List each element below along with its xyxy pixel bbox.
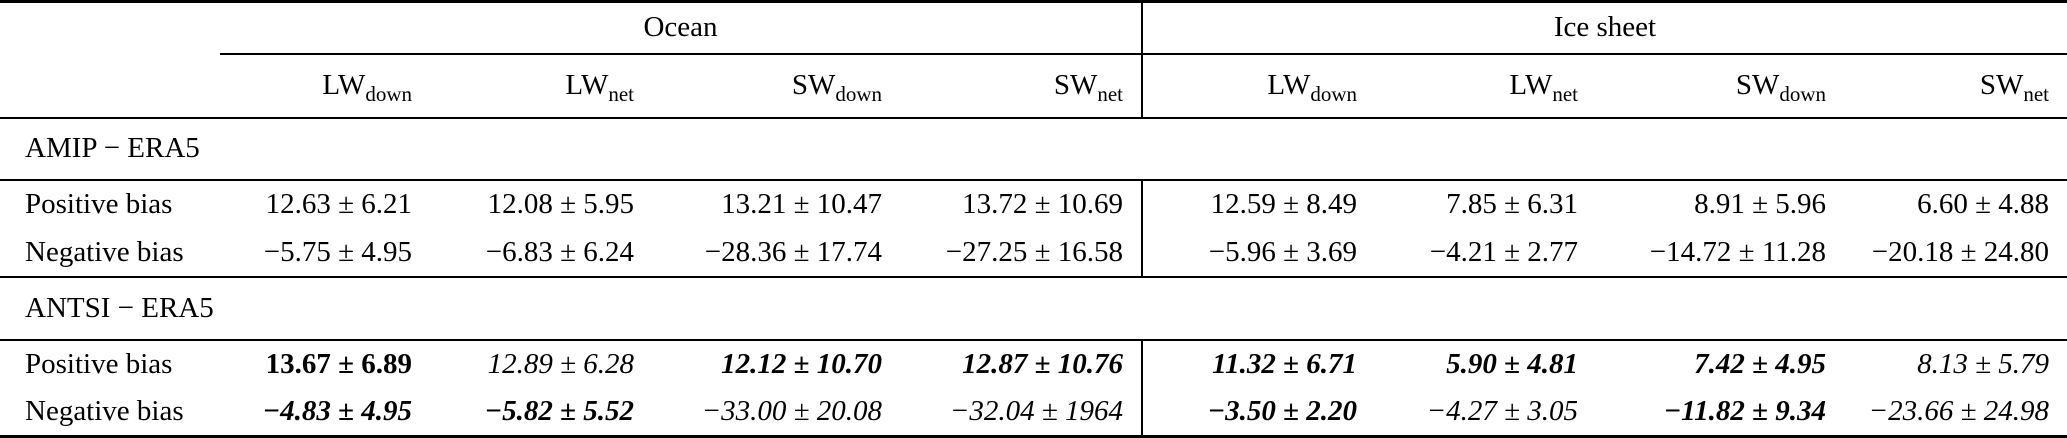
flux-subscript: down [835,81,882,106]
table-row-antsi-positive: Positive bias 13.67 ± 6.89 12.89 ± 6.28 … [0,339,2067,389]
row-label-header [0,53,220,119]
flux-base: LW [1267,68,1311,101]
data-cell: 7.42 ± 4.95 [1694,347,1826,380]
data-cell: 6.60 ± 4.88 [1917,188,2049,221]
column-header-ice-sw-net: SWnet [1844,53,2067,119]
data-cell: −32.04 ± 1964 [949,394,1123,427]
data-cell: −4.83 ± 4.95 [262,394,413,427]
section-header-amip: AMIP − ERA5 [0,117,2067,182]
column-header-ice-lw-net: LWnet [1375,53,1596,119]
flux-subscript: down [1779,81,1826,106]
data-cell: 5.90 ± 4.81 [1446,347,1578,380]
flux-subscript: net [2023,81,2049,106]
group-header-ocean: Ocean [220,1,1142,55]
column-header-ocean-sw-net: SWnet [900,53,1142,119]
flux-subscript: net [1097,81,1123,106]
flux-base: LW [1509,68,1553,101]
flux-base: LW [322,68,366,101]
data-cell: −20.18 ± 24.80 [1844,228,2067,278]
column-header-ocean-lw-net: LWnet [430,53,652,119]
data-cell: −28.36 ± 17.74 [652,228,900,278]
data-cell: 12.87 ± 10.76 [962,347,1123,380]
column-header-ocean-sw-down: SWdown [652,53,900,119]
section-label: AMIP − ERA5 [0,117,2067,182]
data-cell: −4.27 ± 3.05 [1426,394,1579,427]
data-cell: −3.50 ± 2.20 [1141,388,1375,437]
data-cell: −23.66 ± 24.98 [1868,394,2050,427]
corner-cell [0,2,220,54]
data-cell: 13.72 ± 10.69 [962,188,1123,221]
flux-base: SW [1979,68,2024,101]
group-header-ice-sheet: Ice sheet [1141,1,2067,55]
data-cell: 12.59 ± 8.49 [1141,180,1375,229]
data-cell: −5.82 ± 5.52 [484,394,635,427]
data-cell: 12.63 ± 6.21 [265,188,412,221]
section-header-antsi: ANTSI − ERA5 [0,276,2067,341]
flux-base: LW [565,68,609,101]
data-cell: 8.13 ± 5.79 [1917,347,2049,380]
data-cell: −14.72 ± 11.28 [1596,228,1844,278]
data-cell: 12.08 ± 5.95 [487,188,634,221]
row-label: Negative bias [0,228,220,278]
data-cell: 11.32 ± 6.71 [1141,339,1375,389]
flux-subscript: net [608,81,634,106]
data-cell: 13.67 ± 6.89 [265,347,412,380]
column-header-row: LWdown LWnet SWdown SWnet LWdown LWnet S… [0,53,2067,119]
data-cell: 7.85 ± 6.31 [1446,188,1578,221]
flux-base: SW [1053,68,1098,101]
table-row-amip-negative: Negative bias −5.75 ± 4.95 −6.83 ± 6.24 … [0,228,2067,278]
flux-subscript: down [1310,81,1357,106]
column-header-ice-lw-down: LWdown [1141,53,1375,119]
row-label: Positive bias [25,188,173,221]
table-row-antsi-negative: Negative bias −4.83 ± 4.95 −5.82 ± 5.52 … [0,388,2067,437]
data-cell: −6.83 ± 6.24 [430,228,652,278]
data-cell: −11.82 ± 9.34 [1663,394,1826,427]
data-cell: −5.75 ± 4.95 [220,228,430,278]
data-cell: −4.21 ± 2.77 [1375,228,1596,278]
data-cell: −5.96 ± 3.69 [1141,228,1375,278]
data-cell: 8.91 ± 5.96 [1694,188,1826,221]
flux-subscript: net [1552,81,1578,106]
row-label: Negative bias [25,394,184,427]
group-header-row: Ocean Ice sheet [0,1,2067,55]
column-header-ocean-lw-down: LWdown [220,53,430,119]
flux-base: SW [1735,68,1780,101]
flux-subscript: down [365,81,412,106]
data-cell: −27.25 ± 16.58 [900,228,1142,278]
data-cell: −33.00 ± 20.08 [701,394,883,427]
data-cell: 12.89 ± 6.28 [487,347,634,380]
table-row-amip-positive: Positive bias 12.63 ± 6.21 12.08 ± 5.95 … [0,180,2067,229]
section-label: ANTSI − ERA5 [0,276,2067,341]
data-cell: 12.12 ± 10.70 [721,347,882,380]
row-label: Positive bias [25,347,173,380]
flux-base: SW [791,68,836,101]
data-cell: 13.21 ± 10.47 [721,188,882,221]
column-header-ice-sw-down: SWdown [1596,53,1844,119]
